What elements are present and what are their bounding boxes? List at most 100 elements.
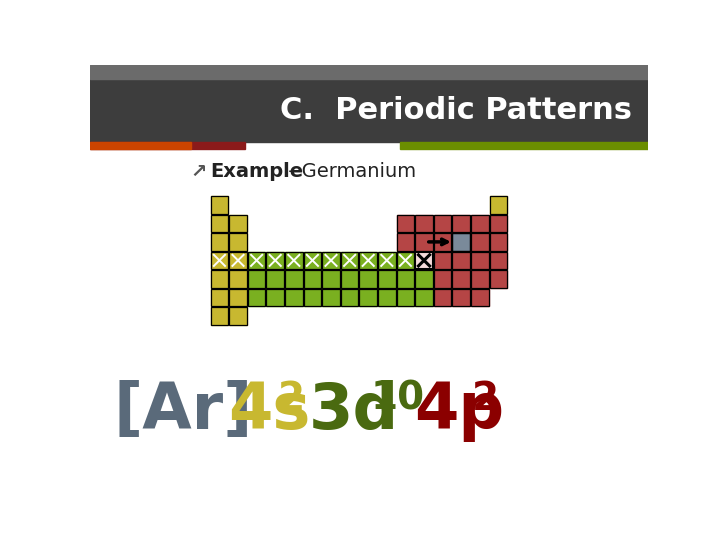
Bar bbox=[210, 196, 228, 214]
Bar bbox=[359, 270, 377, 288]
Bar bbox=[452, 233, 470, 251]
Text: ↗: ↗ bbox=[190, 161, 207, 180]
Bar bbox=[452, 214, 470, 232]
Bar bbox=[248, 288, 266, 306]
Bar bbox=[415, 252, 433, 269]
Bar bbox=[433, 288, 451, 306]
Text: 10: 10 bbox=[371, 380, 425, 418]
Bar bbox=[359, 288, 377, 306]
Bar bbox=[285, 252, 302, 269]
Bar bbox=[490, 196, 508, 214]
Bar bbox=[210, 196, 228, 214]
Bar bbox=[229, 270, 247, 288]
Bar bbox=[341, 270, 359, 288]
Bar bbox=[397, 270, 414, 288]
Bar bbox=[229, 252, 247, 269]
Bar bbox=[471, 288, 489, 306]
Bar bbox=[397, 288, 414, 306]
Text: [Ar]: [Ar] bbox=[113, 380, 253, 442]
Text: 2: 2 bbox=[472, 380, 499, 418]
Bar bbox=[433, 252, 451, 269]
Bar bbox=[90, 79, 648, 142]
Bar bbox=[397, 288, 414, 306]
Bar bbox=[304, 288, 321, 306]
Bar bbox=[229, 233, 247, 251]
Bar bbox=[471, 214, 489, 232]
Bar bbox=[359, 288, 377, 306]
Bar bbox=[229, 288, 247, 306]
Bar bbox=[248, 270, 266, 288]
Bar bbox=[452, 233, 470, 251]
Bar bbox=[341, 252, 359, 269]
Bar bbox=[322, 252, 340, 269]
Bar bbox=[229, 307, 247, 325]
Bar bbox=[378, 270, 396, 288]
Bar bbox=[210, 252, 228, 269]
Bar bbox=[433, 252, 451, 269]
Bar bbox=[452, 252, 470, 269]
Bar bbox=[359, 252, 377, 269]
Bar bbox=[415, 270, 433, 288]
Bar bbox=[490, 252, 508, 269]
Bar bbox=[229, 233, 247, 251]
Bar bbox=[304, 252, 321, 269]
Bar bbox=[322, 252, 340, 269]
Bar bbox=[415, 288, 433, 306]
Bar bbox=[304, 270, 321, 288]
Bar bbox=[415, 233, 433, 251]
Bar bbox=[452, 288, 470, 306]
Bar bbox=[210, 307, 228, 325]
Bar bbox=[433, 233, 451, 251]
Text: 4p: 4p bbox=[414, 380, 504, 442]
Bar bbox=[210, 307, 228, 325]
Bar bbox=[90, 142, 245, 149]
Bar bbox=[304, 252, 321, 269]
Text: 4s: 4s bbox=[228, 380, 310, 442]
Bar bbox=[471, 270, 489, 288]
Text: 3d: 3d bbox=[309, 380, 399, 442]
Bar bbox=[229, 252, 247, 269]
Bar bbox=[490, 270, 508, 288]
Bar bbox=[490, 196, 508, 214]
Text: C.  Periodic Patterns: C. Periodic Patterns bbox=[281, 96, 632, 125]
Bar bbox=[341, 252, 359, 269]
Bar bbox=[285, 270, 302, 288]
Bar bbox=[359, 270, 377, 288]
Bar bbox=[341, 288, 359, 306]
Bar bbox=[397, 252, 414, 269]
Bar bbox=[210, 288, 228, 306]
Bar bbox=[433, 270, 451, 288]
Bar bbox=[471, 270, 489, 288]
Bar bbox=[490, 233, 508, 251]
Bar bbox=[378, 288, 396, 306]
Bar bbox=[210, 233, 228, 251]
Bar bbox=[90, 65, 648, 79]
Bar bbox=[397, 270, 414, 288]
Bar bbox=[266, 288, 284, 306]
Text: - Germanium: - Germanium bbox=[282, 161, 416, 180]
Bar bbox=[210, 252, 228, 269]
Bar bbox=[248, 252, 266, 269]
Bar bbox=[229, 307, 247, 325]
Bar bbox=[266, 270, 284, 288]
Bar bbox=[210, 233, 228, 251]
Bar bbox=[471, 233, 489, 251]
Bar bbox=[415, 214, 433, 232]
Bar bbox=[452, 233, 470, 251]
Bar bbox=[433, 233, 451, 251]
Bar bbox=[229, 270, 247, 288]
Bar bbox=[266, 270, 284, 288]
Bar bbox=[285, 288, 302, 306]
Bar bbox=[266, 288, 284, 306]
Bar bbox=[210, 288, 228, 306]
Bar bbox=[341, 270, 359, 288]
Bar bbox=[378, 288, 396, 306]
Text: Example: Example bbox=[210, 161, 303, 180]
Bar bbox=[415, 270, 433, 288]
Bar bbox=[471, 252, 489, 269]
Bar bbox=[471, 233, 489, 251]
Bar bbox=[397, 214, 414, 232]
Bar bbox=[397, 233, 414, 251]
Bar bbox=[415, 214, 433, 232]
Bar bbox=[471, 214, 489, 232]
